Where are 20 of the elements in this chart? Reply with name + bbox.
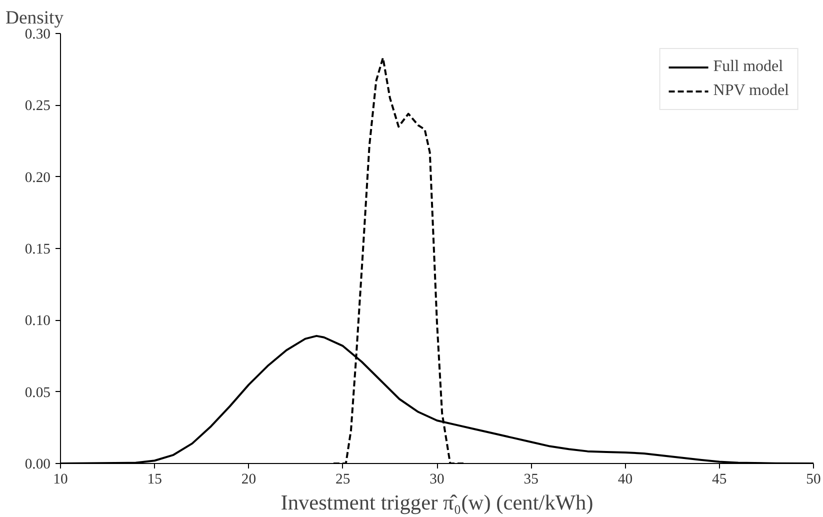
x-tick-label: 20	[241, 472, 256, 488]
x-tick-label: 50	[806, 472, 821, 488]
legend-label: NPV model	[713, 82, 789, 100]
y-tick-label: 0.05	[24, 384, 51, 401]
x-tick-label: 25	[336, 472, 350, 488]
y-tick-label: 0.15	[24, 242, 51, 258]
x-tick-label: 15	[147, 472, 162, 488]
x-tick-label: 40	[618, 472, 633, 488]
y-axis-title: Density	[6, 8, 64, 28]
y-tick-label: 0.20	[24, 170, 51, 186]
y-tick-label: 0.10	[24, 313, 51, 330]
x-tick-label: 30	[430, 472, 444, 488]
x-tick-label: 10	[53, 472, 68, 488]
y-tick-label: 0.30	[24, 26, 51, 42]
y-tick-label: 0.25	[24, 98, 51, 114]
y-tick-label: 0.00	[24, 456, 51, 472]
x-tick-label: 35	[524, 472, 538, 488]
legend-label: Full model	[713, 58, 784, 76]
x-axis-title: Investment trigger π̂₀(w) (cent/kWh)	[280, 490, 594, 514]
x-tick-label: 45	[712, 472, 727, 488]
